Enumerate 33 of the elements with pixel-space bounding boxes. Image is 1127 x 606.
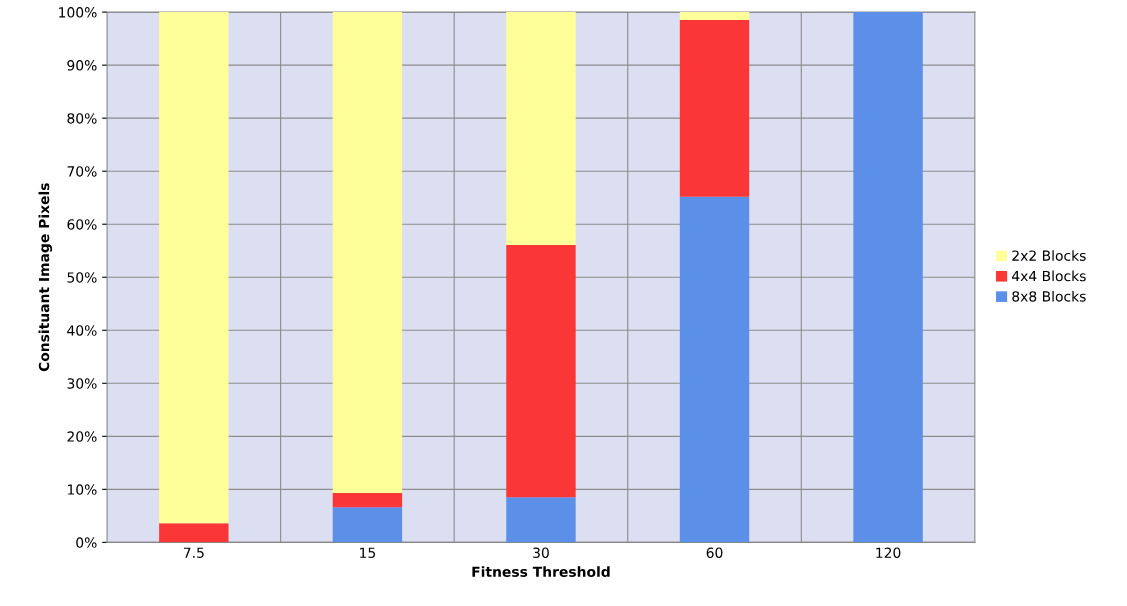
y-tick-label: 60%: [67, 219, 97, 230]
y-tick-label: 70%: [67, 166, 97, 177]
bar: [853, 12, 923, 543]
y-axis-title: Consituant Image Pixels: [38, 183, 53, 372]
x-tick-label: 120: [876, 547, 901, 558]
x-tick-label: 15: [360, 547, 376, 558]
bar: [332, 12, 403, 494]
y-tick-label: 80%: [67, 113, 97, 124]
legend-label: 4x4 Blocks: [1011, 270, 1086, 282]
bar: [159, 12, 229, 524]
y-tick-label: 90%: [67, 60, 97, 71]
bar: [679, 20, 750, 197]
y-tick-label: 100%: [59, 7, 97, 18]
y-tick-label: 30%: [67, 378, 97, 389]
x-tick-label: 60: [706, 547, 723, 558]
y-tick-label: 0%: [76, 537, 97, 548]
legend-label: 2x2 Blocks: [1012, 250, 1086, 261]
y-tick-label: 40%: [67, 325, 97, 336]
bar: [332, 507, 403, 543]
y-tick-label: 50%: [67, 272, 97, 283]
bar: [332, 493, 403, 508]
bar: [506, 497, 576, 543]
bar: [679, 196, 750, 543]
bar: [679, 12, 750, 21]
x-tick-label: 30: [533, 547, 549, 558]
legend-label: 8x8 Blocks: [1012, 290, 1086, 302]
y-tick-label: 20%: [67, 431, 97, 442]
bar: [506, 12, 576, 245]
x-axis-title: Fitness Threshold: [472, 566, 610, 577]
x-tick-label: 7.5: [183, 547, 204, 558]
bar: [159, 523, 229, 543]
y-tick-label: 10%: [68, 484, 97, 495]
bar: [506, 244, 576, 498]
